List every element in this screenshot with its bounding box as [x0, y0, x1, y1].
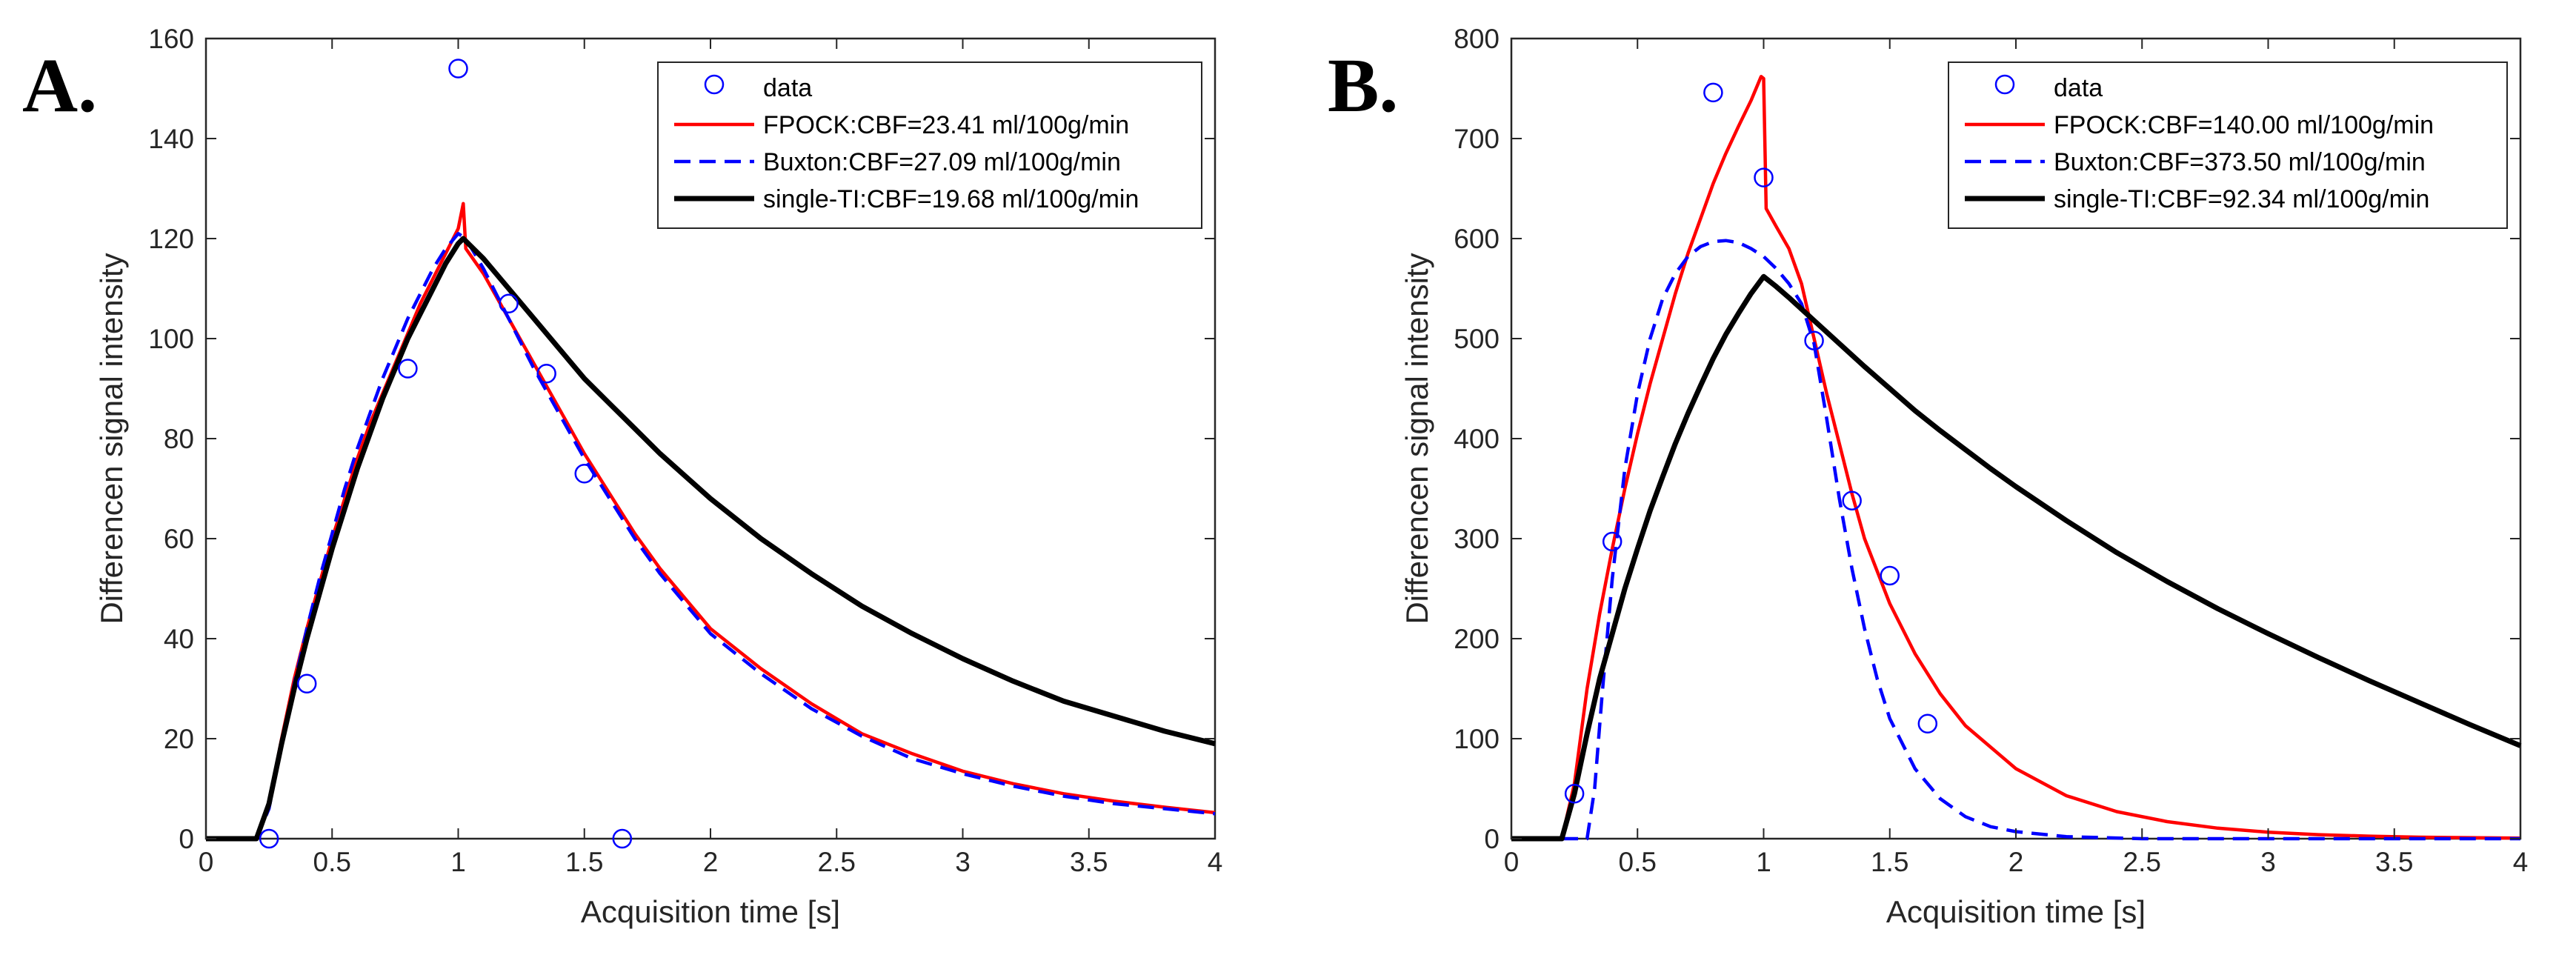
- panel-a-data-point: [448, 59, 468, 79]
- panel-a-x-tick-label: 2.5: [818, 847, 856, 877]
- panel-b-y-tick-label: 0: [1484, 824, 1500, 854]
- panel-a: A. 0 0.5 1 1.5 2 2.5 3 3.5 4 0 20 40 60 80 100 120 140 1…: [22, 24, 1222, 929]
- panel-b-legend-swatch-data: [1994, 74, 2015, 95]
- panel-a-series-line-buxton: [206, 232, 1216, 841]
- panel-a-y-tick-label: 20: [164, 724, 194, 754]
- panel-a-marks: [206, 59, 1216, 849]
- panel-b-label: B.: [1328, 43, 1398, 128]
- panel-a-data-point: [296, 673, 317, 693]
- panel-a-series-line-single-ti: [206, 236, 1216, 842]
- panel-b-data-point: [1602, 531, 1623, 552]
- panel-b-y-tick-label: 700: [1454, 124, 1500, 154]
- panel-b-x-ticks: 0 0.5 1 1.5 2 2.5 3 3.5 4: [1504, 39, 2529, 877]
- panel-b-x-tick-label: 2.5: [2123, 847, 2161, 877]
- panel-b-data-point: [1917, 713, 1938, 733]
- panel-a-x-axis-title: Acquisition time [s]: [581, 894, 840, 929]
- panel-b-series-line-single-ti: [1511, 273, 2522, 842]
- panel-b-x-tick-label: 4: [2513, 847, 2529, 877]
- panel-a-legend-entries: data FPOCK:CBF=23.41 ml/100g/min Buxton:CB…: [674, 74, 1139, 213]
- panel-a-y-tick-label: 120: [148, 224, 194, 254]
- panel-a-data-point: [612, 828, 633, 849]
- panel-b-x-tick-label: 3.5: [2375, 847, 2413, 877]
- panel-a-y-axis-title: Differencen signal intensity: [94, 253, 129, 624]
- panel-b-x-tick-label: 1: [1756, 847, 1771, 877]
- panel-b-data-point: [1564, 784, 1585, 804]
- panel-a-data-point: [499, 293, 519, 313]
- panel-b-y-tick-label: 200: [1454, 624, 1500, 654]
- panel-b-y-tick-label: 400: [1454, 424, 1500, 454]
- panel-b-legend-label-data: data: [2054, 74, 2103, 102]
- panel-a-legend-label-single-ti: single-TI:CBF=19.68 ml/100g/min: [763, 185, 1139, 213]
- panel-a-legend: data FPOCK:CBF=23.41 ml/100g/min Buxton:CB…: [657, 61, 1202, 229]
- panel-a-y-tick-label: 160: [148, 24, 194, 54]
- panel-b-legend-label-single-ti: single-TI:CBF=92.34 ml/100g/min: [2054, 185, 2429, 213]
- panel-b-data-point: [1880, 565, 1900, 586]
- panel-b-x-axis-title: Acquisition time [s]: [1886, 894, 2146, 929]
- panel-b-series-line-buxton: [1511, 239, 2520, 841]
- panel-b-data-point: [1804, 330, 1824, 350]
- panel-a-x-tick-label: 1.5: [565, 847, 603, 877]
- panel-b-y-tick-label: 800: [1454, 24, 1500, 54]
- panel-b-legend-label-buxton: Buxton:CBF=373.50 ml/100g/min: [2054, 148, 2426, 176]
- panel-a-x-tick-label: 0: [199, 847, 214, 877]
- panel-b-series-line-fpock: [1511, 75, 2521, 841]
- panel-a-legend-label-buxton: Buxton:CBF=27.09 ml/100g/min: [763, 148, 1121, 176]
- panel-b-legend-entries: data FPOCK:CBF=140.00 ml/100g/min Buxton:C…: [1965, 74, 2434, 213]
- panel-a-data-point: [259, 828, 279, 849]
- panel-a-legend-swatch-data: [704, 74, 725, 95]
- panel-a-x-ticks: 0 0.5 1 1.5 2 2.5 3 3.5 4: [199, 39, 1223, 877]
- panel-a-data-point: [574, 464, 594, 484]
- panel-a-x-tick-label: 0.5: [313, 847, 351, 877]
- panel-b-y-tick-label: 300: [1454, 524, 1500, 554]
- panel-b-y-axis-title: Differencen signal intensity: [1400, 253, 1434, 624]
- panel-a-data-point: [536, 364, 556, 384]
- panel-a-y-tick-label: 40: [164, 624, 194, 654]
- panel-a-y-tick-label: 100: [148, 324, 194, 354]
- panel-b-data-point: [1703, 82, 1723, 103]
- panel-a-legend-label-fpock: FPOCK:CBF=23.41 ml/100g/min: [763, 111, 1129, 139]
- panel-a-x-tick-label: 3: [955, 847, 971, 877]
- panel-b-x-tick-label: 1.5: [1871, 847, 1908, 877]
- panel-b-y-tick-label: 100: [1454, 724, 1500, 754]
- panel-b-marks: [1511, 75, 2522, 842]
- panel-b-x-tick-label: 2: [2008, 847, 2024, 877]
- panel-a-y-ticks: 0 20 40 60 80 100 120 140 160: [148, 24, 1215, 854]
- panel-a-x-tick-label: 1: [450, 847, 466, 877]
- panel-a-y-tick-label: 60: [164, 524, 194, 554]
- panel-b-data-point: [1842, 490, 1862, 510]
- panel-b: B. 0 0.5 1 1.5 2 2.5 3 3.5 4 0 100 200 300 400 500 600…: [1328, 24, 2528, 929]
- panel-a-x-tick-label: 3.5: [1070, 847, 1108, 877]
- panel-a-y-tick-label: 140: [148, 124, 194, 154]
- panel-b-x-tick-label: 0.5: [1619, 847, 1657, 877]
- panel-a-y-tick-label: 0: [179, 824, 194, 854]
- panel-b-y-tick-label: 600: [1454, 224, 1500, 254]
- panel-b-data-point: [1754, 167, 1774, 187]
- panel-a-legend-label-data: data: [763, 74, 812, 102]
- panel-b-legend-label-fpock: FPOCK:CBF=140.00 ml/100g/min: [2054, 111, 2434, 139]
- panel-b-x-tick-label: 3: [2260, 847, 2276, 877]
- panel-b-y-tick-label: 500: [1454, 324, 1500, 354]
- panel-a-label: A.: [22, 43, 97, 128]
- panel-a-data-point: [398, 359, 418, 379]
- panel-a-y-tick-label: 80: [164, 424, 194, 454]
- panel-a-x-tick-label: 4: [1208, 847, 1223, 877]
- panel-b-x-tick-label: 0: [1504, 847, 1520, 877]
- panel-b-y-ticks: 0 100 200 300 400 500 600 700 800: [1454, 24, 2520, 854]
- panel-b-legend: data FPOCK:CBF=140.00 ml/100g/min Buxton:C…: [1948, 61, 2508, 229]
- panel-a-x-tick-label: 2: [703, 847, 719, 877]
